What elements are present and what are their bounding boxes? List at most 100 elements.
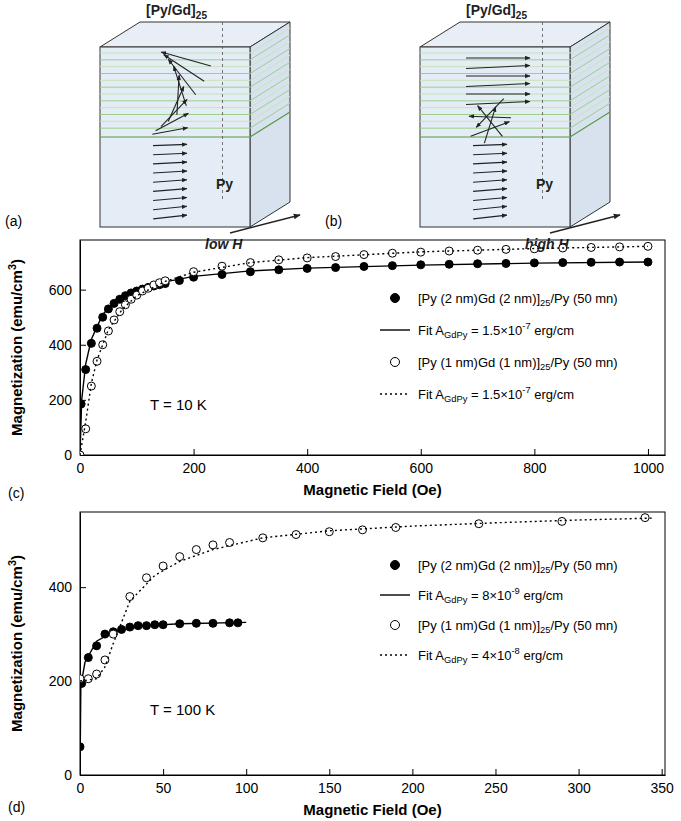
layer-stripe	[570, 83, 610, 108]
x-axis: 02004006008001000	[77, 449, 666, 476]
plot-frame	[80, 512, 665, 775]
text-part: Fit A	[418, 323, 444, 338]
diagram: [Py/Gd]25Pyhigh H(b)	[325, 2, 620, 252]
figure: [Py/Gd]25Pylow H(a)[Py/Gd]25Pyhigh H(b)0…	[0, 0, 681, 821]
spin-arrow	[153, 162, 187, 164]
tick-mark	[80, 290, 86, 291]
tick: 0	[64, 767, 86, 783]
tick-label: 1000	[633, 460, 664, 476]
text-part: /Py (50 mn)	[550, 558, 617, 573]
tick-mark	[421, 449, 422, 455]
spin-arrow	[473, 197, 507, 200]
marks	[80, 514, 653, 775]
legend-swatch	[391, 358, 400, 367]
diagram: [Py/Gd]25Pylow H(a)	[5, 2, 300, 252]
tick-label: 100	[235, 780, 259, 796]
tick-label: 200	[401, 780, 425, 796]
panel-label: (d)	[8, 799, 25, 815]
text-part: Magnetic Field (Oe)	[303, 801, 441, 818]
tick-label: 400	[296, 460, 320, 476]
tick: 0	[77, 449, 85, 476]
legend-swatch	[380, 594, 410, 595]
field-arrow	[230, 215, 300, 233]
legend-item: [Py (1 nm)Gd (1 nm)]25/Py (50 mn)	[391, 355, 618, 373]
fit-line	[80, 262, 648, 455]
field-arrow	[550, 215, 620, 233]
text-part: = 1.5×10	[467, 387, 522, 402]
legend-item: Fit AGdPy = 1.5×10-7 erg/cm	[380, 385, 574, 404]
text-part: )	[8, 259, 25, 264]
layer-stripe	[570, 55, 610, 80]
spin-arrow	[153, 189, 187, 192]
data-point	[87, 382, 95, 390]
text-part: /Py (50 mn)	[550, 618, 617, 633]
text-part: erg/cm	[520, 648, 563, 663]
layer-stripe	[100, 94, 250, 95]
text-part: erg/cm	[531, 387, 574, 402]
layer-stripe	[420, 80, 570, 81]
tick-mark	[80, 345, 86, 346]
text-part: 25	[540, 565, 550, 575]
spin-arrow	[174, 66, 187, 106]
text-part: [Py (1 nm)Gd (1 nm)]	[418, 618, 540, 633]
layer-stripe	[250, 69, 290, 94]
tick: 400	[49, 579, 86, 595]
chart: 020040060080010000200400600Magnetic Fiel…	[6, 240, 666, 501]
spin-arrow	[153, 197, 187, 200]
text-part: /Py (50 mn)	[550, 355, 617, 370]
tick-mark	[80, 587, 86, 588]
text-part: -7	[522, 385, 530, 395]
legend-item: [Py (2 nm)Gd (2 nm)]25/Py (50 mn)	[391, 291, 618, 309]
text-part: [Py/Gd]	[146, 2, 196, 18]
data-point	[134, 622, 142, 630]
layer-stripe	[100, 73, 250, 74]
layer-label: Py	[536, 176, 553, 192]
x-axis-title: Magnetic Field (Oe)	[303, 481, 441, 498]
text-part: Fit A	[418, 387, 444, 402]
tick: 600	[49, 282, 86, 298]
fit-line	[80, 518, 653, 681]
text-part: 25	[540, 362, 550, 372]
legend-item: [Py (2 nm)Gd (2 nm)]25/Py (50 mn)	[391, 558, 618, 576]
tick: 50	[156, 769, 172, 796]
tick-label: 0	[77, 780, 85, 796]
legend-label: [Py (2 nm)Gd (2 nm)]25/Py (50 mn)	[418, 291, 618, 309]
spin-arrow	[473, 144, 507, 145]
layer-stripe	[100, 53, 250, 54]
layer-stripe	[250, 42, 290, 67]
text-part: 25	[516, 10, 528, 21]
tick-mark	[495, 769, 496, 775]
panel-label: (c)	[8, 485, 24, 501]
spin-arrow	[473, 206, 507, 209]
box-side	[570, 22, 610, 227]
layer-stripe	[420, 87, 570, 88]
spin-arrow	[478, 106, 503, 137]
spin-arrow	[153, 171, 187, 173]
layer-stripe	[570, 90, 610, 115]
tick-mark	[412, 769, 413, 775]
tick-mark	[80, 455, 86, 456]
tick-mark	[246, 769, 247, 775]
text-part: /Py (50 mn)	[550, 291, 617, 306]
annotation: T = 10 K	[150, 396, 207, 413]
spin-arrow	[161, 99, 187, 126]
tick-mark	[307, 449, 308, 455]
layer-stripe	[570, 35, 610, 60]
layer-stripe	[250, 49, 290, 74]
layer-stripe	[100, 59, 250, 60]
tick-label: 200	[49, 392, 73, 408]
legend-swatch	[391, 621, 400, 630]
data-point	[175, 277, 183, 285]
text-part: GdPy	[444, 595, 468, 605]
data-point	[359, 526, 367, 534]
tick-label: 50	[156, 780, 172, 796]
text-part: 25	[540, 625, 550, 635]
text-part: Magnetization (emu/cm	[8, 566, 25, 732]
data-point	[644, 242, 652, 250]
layer-stripe	[420, 73, 570, 74]
tick: 600	[410, 449, 434, 476]
spin-arrow	[466, 93, 530, 94]
y-axis-title: Magnetization (emu/cm3)	[6, 555, 25, 732]
legend-label: Fit AGdPy = 1.5×10-7 erg/cm	[418, 385, 574, 404]
text-part: Magnetic Field (Oe)	[303, 481, 441, 498]
